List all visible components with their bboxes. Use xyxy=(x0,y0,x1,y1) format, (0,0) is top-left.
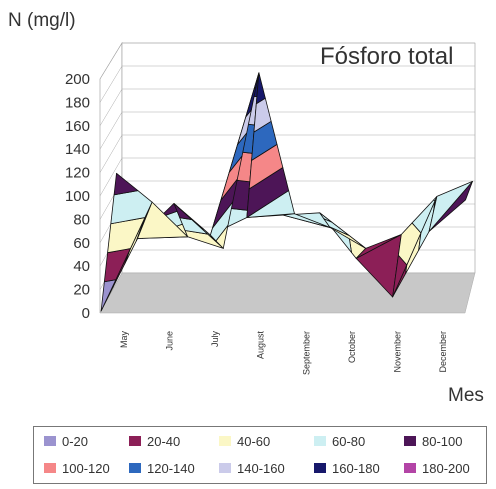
x-tick-label: September xyxy=(301,331,311,375)
x-tick-label: November xyxy=(393,331,403,373)
x-tick-label: June xyxy=(164,331,174,351)
legend-item: 20-40 xyxy=(129,433,180,449)
legend-item: 40-60 xyxy=(219,433,270,449)
legend-label: 0-20 xyxy=(62,433,89,449)
y-tick-label: 120 xyxy=(65,165,90,182)
legend-label: 80-100 xyxy=(422,433,463,449)
legend-item: 80-100 xyxy=(404,433,462,449)
y-tick-label: 180 xyxy=(65,94,90,111)
surface-facet xyxy=(355,234,402,259)
x-tick-label: August xyxy=(256,331,266,360)
gridline xyxy=(99,134,475,173)
legend-swatch xyxy=(129,463,141,473)
legend-item: 100-120 xyxy=(44,460,110,476)
y-axis-label: N (mg/l) xyxy=(8,10,76,31)
surface-facet xyxy=(137,201,189,239)
legend-swatch xyxy=(219,436,231,446)
surface-band xyxy=(433,195,438,202)
surface-facet xyxy=(428,180,473,232)
gridline xyxy=(99,88,475,126)
y-tick-label: 160 xyxy=(65,118,90,135)
y-tick-label: 0 xyxy=(82,305,90,322)
legend-swatch xyxy=(219,463,231,473)
legend-swatch xyxy=(314,463,326,473)
surface-band xyxy=(253,72,260,90)
legend-label: 100-120 xyxy=(62,460,110,476)
legend: 0-20 20-40 40-60 60-80 80-100 100-120 120-140 1… xyxy=(33,426,487,484)
x-tick-label: May xyxy=(119,331,129,349)
legend-swatch xyxy=(314,436,326,446)
y-tick-label: 20 xyxy=(73,282,90,299)
y-tick-label: 80 xyxy=(73,211,90,228)
surface-band xyxy=(210,201,234,242)
surface-band xyxy=(113,172,139,196)
floor-plane xyxy=(99,272,476,314)
surface-band xyxy=(258,72,260,76)
chart-floor xyxy=(99,272,476,314)
legend-swatch xyxy=(44,463,56,473)
legend-item: 60-80 xyxy=(314,433,365,449)
x-axis-label: Mes xyxy=(448,385,484,406)
x-tick-label: October xyxy=(347,331,357,363)
gridline xyxy=(99,157,475,197)
legend-item: 140-160 xyxy=(219,460,285,476)
surface-band xyxy=(398,222,422,266)
legend-swatch xyxy=(44,436,56,446)
legend-item: 180-200 xyxy=(404,460,470,476)
y-tick-label: 200 xyxy=(65,71,90,88)
surface-band xyxy=(173,203,176,206)
legend-label: 60-80 xyxy=(332,433,366,449)
legend-swatch xyxy=(404,463,416,473)
legend-label: 40-60 xyxy=(237,433,271,449)
legend-item: 160-180 xyxy=(314,460,380,476)
chart-title: Fósforo total xyxy=(320,43,453,70)
gridline xyxy=(99,111,475,150)
x-axis-ticks: May June July August September October Novembe… xyxy=(119,331,448,376)
x-tick-label: December xyxy=(438,331,448,373)
surface-band xyxy=(319,212,333,223)
y-tick-label: 100 xyxy=(65,188,90,205)
y-tick-label: 60 xyxy=(73,235,90,252)
surface-facet xyxy=(282,213,331,228)
gridline xyxy=(99,65,475,103)
y-axis-ticks: 0 20 40 60 80 100 120 140 160 180 200 xyxy=(65,71,90,322)
legend-label: 20-40 xyxy=(147,433,181,449)
legend-label: 160-180 xyxy=(332,460,380,476)
legend-label: 120-140 xyxy=(147,460,195,476)
surface-mesh xyxy=(100,72,473,312)
x-tick-label: July xyxy=(210,331,220,348)
legend-item: 0-20 xyxy=(44,433,88,449)
surface-chart: 0 20 40 60 80 100 120 140 160 180 200 May June July A… xyxy=(8,10,484,406)
legend-label: 180-200 xyxy=(422,460,470,476)
chart-walls xyxy=(99,41,476,314)
legend-swatch xyxy=(404,436,416,446)
legend-swatch xyxy=(129,436,141,446)
gridline xyxy=(99,42,475,80)
legend-label: 140-160 xyxy=(237,460,285,476)
y-tick-label: 140 xyxy=(65,141,90,158)
legend-item: 120-140 xyxy=(129,460,195,476)
y-tick-label: 40 xyxy=(73,258,90,275)
